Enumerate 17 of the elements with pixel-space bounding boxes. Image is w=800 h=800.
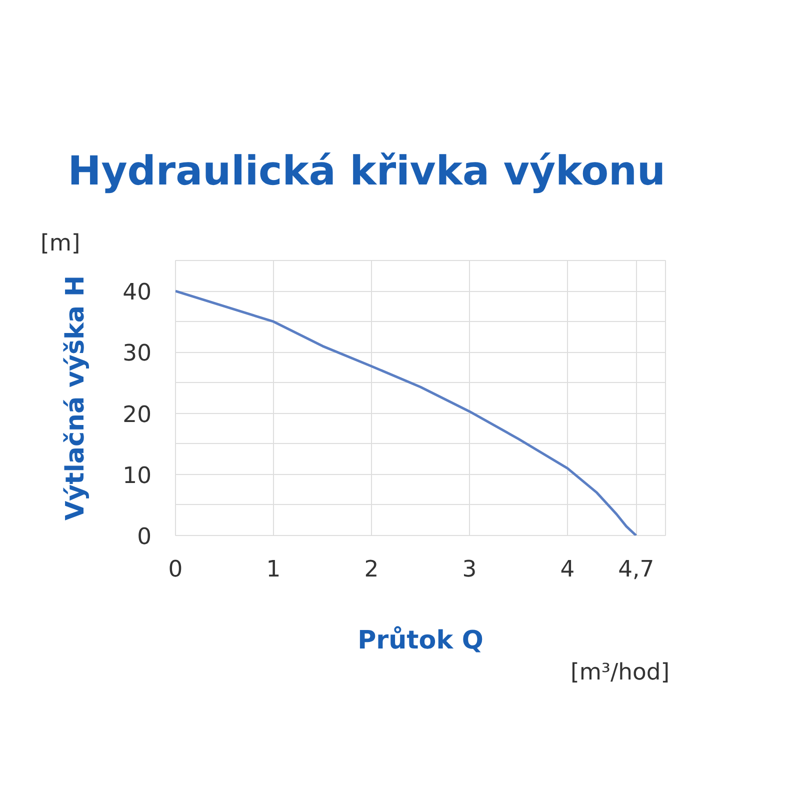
x-axis-title: Průtok Q <box>358 624 484 654</box>
x-tick-label: 4 <box>560 556 575 582</box>
y-tick-label: 40 <box>122 280 152 306</box>
text: [m] <box>40 230 80 256</box>
chart-title: Hydraulická křivka výkonu <box>68 148 666 194</box>
x-tick-label: 3 <box>462 556 477 582</box>
x-tick-label: 0 <box>168 556 183 582</box>
x-tick-label: 4,7 <box>618 556 654 582</box>
x-tick-label: 1 <box>266 556 281 582</box>
line-series <box>176 290 638 536</box>
y-axis-title: Výtlačná výška H <box>60 276 90 520</box>
y-tick-label: 0 <box>137 524 152 550</box>
y-tick-label: 10 <box>122 462 152 489</box>
x-tick-label: 2 <box>364 556 379 582</box>
y-tick-label: 20 <box>122 402 152 428</box>
text: [m³/hod] <box>570 660 670 686</box>
y-tick-label: 30 <box>122 340 152 367</box>
